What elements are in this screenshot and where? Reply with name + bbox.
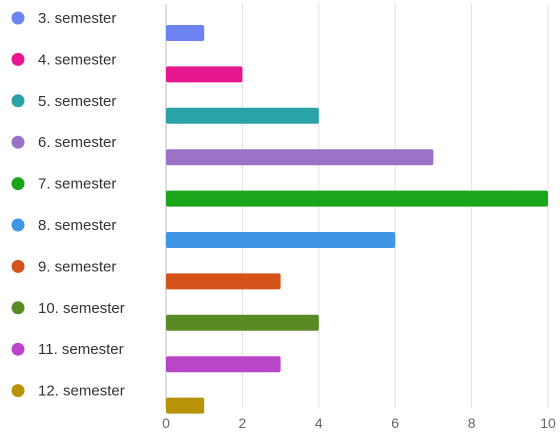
legend-dot bbox=[11, 384, 25, 398]
legend-dot bbox=[11, 135, 25, 149]
bar bbox=[166, 356, 281, 373]
bar bbox=[166, 107, 319, 124]
x-tick-label: 0 bbox=[162, 415, 170, 431]
bar bbox=[166, 273, 281, 290]
legend-dot bbox=[11, 177, 25, 191]
legend-dot bbox=[11, 11, 25, 25]
legend-label: 10. semester bbox=[38, 300, 125, 317]
x-tick-label: 2 bbox=[239, 415, 247, 431]
legend-label: 9. semester bbox=[38, 258, 116, 275]
legend-dot bbox=[11, 259, 25, 273]
x-tick-label: 10 bbox=[540, 415, 556, 431]
bar bbox=[166, 397, 205, 414]
x-tick-label: 8 bbox=[468, 415, 476, 431]
bar bbox=[166, 232, 396, 248]
legend-label: 8. semester bbox=[38, 217, 116, 234]
legend-dot bbox=[11, 301, 25, 315]
bar bbox=[166, 66, 243, 83]
legend-label: 7. semester bbox=[38, 176, 116, 193]
bar bbox=[166, 149, 434, 166]
bar bbox=[166, 25, 205, 41]
legend-label: 6. semester bbox=[38, 134, 116, 151]
legend-dot bbox=[11, 218, 25, 232]
legend-dot bbox=[11, 52, 25, 66]
legend-dot bbox=[11, 342, 25, 356]
bar bbox=[166, 190, 548, 207]
bars bbox=[166, 25, 548, 414]
legend-label: 11. semester bbox=[38, 341, 124, 358]
legend-label: 12. semester bbox=[38, 383, 125, 400]
legend: 3. semester 4. semester 5. semester 6. seme… bbox=[11, 10, 125, 400]
legend-label: 5. semester bbox=[38, 93, 116, 110]
x-tick-label: 4 bbox=[315, 415, 323, 431]
legend-label: 3. semester bbox=[38, 10, 116, 27]
x-axis-ticks: 0 2 4 6 8 10 bbox=[162, 415, 556, 431]
legend-dot bbox=[11, 94, 25, 108]
bar bbox=[166, 314, 319, 331]
x-tick-label: 6 bbox=[391, 415, 399, 431]
legend-label: 4. semester bbox=[38, 51, 116, 68]
